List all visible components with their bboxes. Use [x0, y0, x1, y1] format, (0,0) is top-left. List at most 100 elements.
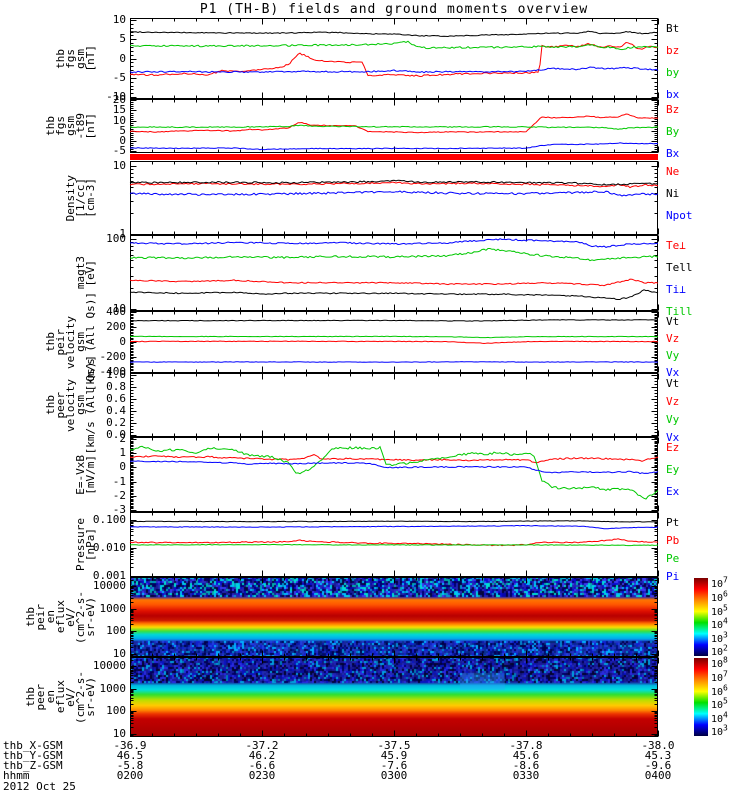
- axis-ticks: [130, 235, 659, 311]
- panel-efield: [129, 437, 659, 512]
- y-tick-label: 0: [119, 134, 126, 148]
- legend-Vt: Vt: [666, 315, 680, 328]
- y-tick-label: 1000: [99, 681, 127, 695]
- y-tick-label: 400: [106, 305, 126, 319]
- xaxis-tick-value: -36.9: [113, 739, 147, 752]
- legend-bz: bz: [666, 44, 680, 57]
- panel-magt3: [129, 235, 659, 311]
- colorbar-label: 103: [711, 630, 728, 645]
- spectrogram-peer-eflux-canvas: [130, 657, 658, 737]
- axis-ticks: [130, 577, 659, 657]
- legend-Vz: Vz: [666, 332, 680, 345]
- y-tick-label: -400: [99, 364, 127, 378]
- xaxis-tick-value: -37.2: [245, 739, 279, 752]
- legend-Pb: Pb: [666, 534, 680, 547]
- panel-fgs-gsm-t89: [129, 99, 659, 153]
- y-tick-label: 5: [119, 32, 126, 46]
- series-Te-perp: [129, 278, 659, 287]
- legend-Ni: Ni: [666, 187, 680, 200]
- legend-Ex: Ex: [666, 485, 680, 498]
- axis-ticks: [130, 311, 659, 373]
- y-tick-label: -10: [106, 90, 126, 104]
- y-tick-label: 0: [119, 335, 126, 348]
- legend-Vy: Vy: [666, 349, 680, 362]
- legend-Vt: Vt: [666, 377, 680, 390]
- panel-efield-ylabel: E=-VxB [mV/m]: [30, 437, 97, 512]
- xaxis-tick-value: -6.6: [248, 759, 276, 772]
- series-Vt: [129, 319, 659, 322]
- legend-Bx: Bx: [666, 147, 680, 160]
- ylabel-line: [nT]: [84, 112, 97, 140]
- xaxis-tick-value: 0200: [116, 769, 144, 782]
- ylabel-line: [cm-3]: [84, 178, 97, 218]
- y-tick-label: 10: [112, 726, 126, 740]
- panel-peir-velocity: [129, 311, 659, 373]
- axis-ticks: [130, 437, 659, 512]
- xaxis-row-label: thb_Y-GSM: [3, 749, 63, 762]
- y-tick-label: 10000: [92, 579, 126, 593]
- series-Bz: [129, 113, 659, 134]
- colorbar-peer-eflux: [694, 658, 708, 736]
- panel-fgs-gsm-t89-ylabel: thb fgs gsm -t89 [nT]: [30, 99, 97, 153]
- legend-by: by: [666, 66, 680, 79]
- colorbar-label: 105: [711, 696, 728, 712]
- legend-Ne: Ne: [666, 165, 680, 178]
- xaxis-tick-value: 0330: [512, 769, 540, 782]
- y-tick-label: 0.6: [106, 391, 126, 405]
- series-Ez: [129, 454, 659, 464]
- series-Vx: [129, 361, 659, 363]
- y-tick-label: -5: [112, 144, 126, 158]
- xaxis-tick-value: 45.3: [644, 749, 672, 762]
- spectrogram-peir-eflux-canvas: [130, 577, 658, 657]
- ylabel-line: [eV]: [84, 259, 97, 287]
- y-tick-label: 20: [112, 93, 126, 107]
- legend-bx: bx: [666, 88, 680, 101]
- colorbar-peir-eflux: [694, 578, 708, 656]
- panel-peer-eflux: [130, 657, 659, 737]
- panel-pressure: [129, 512, 659, 577]
- ylabel-line: [nT]: [84, 45, 97, 72]
- colorbar-label: 107: [711, 669, 728, 684]
- y-tick-label: 10: [112, 646, 126, 660]
- y-tick-label: 1: [119, 446, 126, 460]
- y-tick-label: 1000: [99, 601, 127, 615]
- xaxis-tick-value: 45.9: [380, 749, 408, 762]
- xaxis-tick-value: 0400: [644, 769, 672, 782]
- panel-fgs-gsm-ylabel: thb fgs gsm [nT]: [30, 18, 97, 99]
- legend-Bz: Bz: [666, 103, 680, 116]
- series-Pt: [129, 520, 658, 523]
- y-tick-label: 0.010: [92, 541, 126, 555]
- xaxis-tick-value: 45.6: [512, 749, 540, 762]
- axis-ticks: [130, 512, 659, 577]
- legend-Ey: Ey: [666, 463, 680, 476]
- y-tick-label: 10: [112, 302, 126, 316]
- colorbar-label: 105: [711, 603, 728, 618]
- y-tick-label: 5: [119, 123, 126, 137]
- y-tick-label: 200: [106, 320, 126, 334]
- panel-fgs-gsm: [129, 18, 659, 99]
- series-Bt: [129, 30, 658, 38]
- y-tick-label: 10: [112, 159, 126, 173]
- panel-density-ylabel: Density [1/cc] [cm-3]: [30, 161, 97, 235]
- xaxis-tick-value: -38.0: [641, 739, 675, 752]
- y-tick-label: 1.0: [106, 367, 126, 381]
- y-tick-label: 0: [119, 51, 126, 65]
- panel-peer-eflux-ylabel: thb peer en eflux eV/(cm^2-s-sr-eV): [24, 657, 97, 737]
- legend-Npot: Npot: [666, 209, 693, 222]
- y-tick-label: 100: [106, 624, 126, 638]
- series-by: [130, 40, 659, 51]
- y-tick-label: 0.4: [106, 404, 126, 418]
- panel-peer-velocity: [130, 373, 659, 437]
- axis-ticks: [130, 657, 659, 737]
- panel-peer-velocity-ylabel: thb peer velocity gsm [km/s (All Qs)]: [30, 355, 97, 454]
- legend-Vz: Vz: [666, 395, 680, 408]
- xaxis-tick-value: -5.8: [116, 759, 144, 772]
- colorbar-label: 104: [711, 710, 728, 725]
- y-tick-label: -3: [112, 502, 126, 516]
- xaxis-tick-value: -7.6: [380, 759, 408, 772]
- xaxis-tick-value: 46.2: [248, 749, 276, 762]
- legend-Vx: Vx: [666, 366, 680, 379]
- panel-peir-eflux: [130, 577, 659, 657]
- colorbar-label: 106: [711, 589, 728, 604]
